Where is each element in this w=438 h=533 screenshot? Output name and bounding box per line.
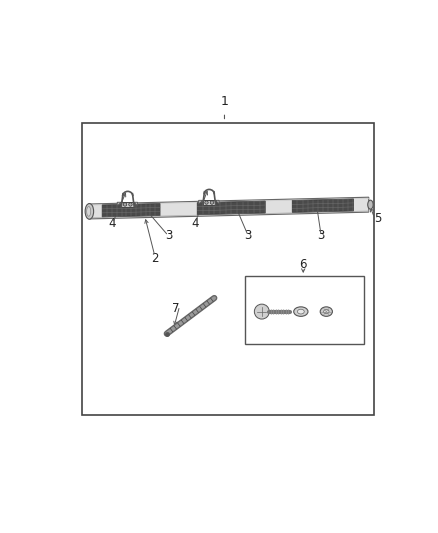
Bar xyxy=(121,202,134,207)
Circle shape xyxy=(129,203,132,206)
Text: 3: 3 xyxy=(165,229,172,243)
Polygon shape xyxy=(293,199,353,212)
Text: 7: 7 xyxy=(172,302,179,314)
Text: 6: 6 xyxy=(300,259,307,271)
Text: 3: 3 xyxy=(318,229,325,243)
Text: 4: 4 xyxy=(109,217,116,230)
Ellipse shape xyxy=(85,204,94,219)
Circle shape xyxy=(254,304,269,319)
Polygon shape xyxy=(89,197,369,219)
Ellipse shape xyxy=(324,310,329,313)
Text: 1: 1 xyxy=(221,95,228,108)
Circle shape xyxy=(205,201,208,204)
Ellipse shape xyxy=(320,307,332,317)
Polygon shape xyxy=(197,201,265,215)
Circle shape xyxy=(210,201,214,204)
Ellipse shape xyxy=(87,206,91,216)
Polygon shape xyxy=(134,202,138,206)
Text: 4: 4 xyxy=(191,217,199,230)
Polygon shape xyxy=(199,200,203,204)
Ellipse shape xyxy=(368,200,373,209)
Bar xyxy=(245,276,364,344)
Ellipse shape xyxy=(297,309,304,314)
Text: 5: 5 xyxy=(374,212,381,225)
Text: 3: 3 xyxy=(244,229,252,243)
Polygon shape xyxy=(215,200,219,204)
Bar xyxy=(82,123,374,415)
Polygon shape xyxy=(117,202,121,206)
Circle shape xyxy=(124,203,127,206)
Bar xyxy=(203,200,215,205)
Ellipse shape xyxy=(294,307,308,317)
Polygon shape xyxy=(102,204,160,217)
Text: 2: 2 xyxy=(151,253,159,265)
